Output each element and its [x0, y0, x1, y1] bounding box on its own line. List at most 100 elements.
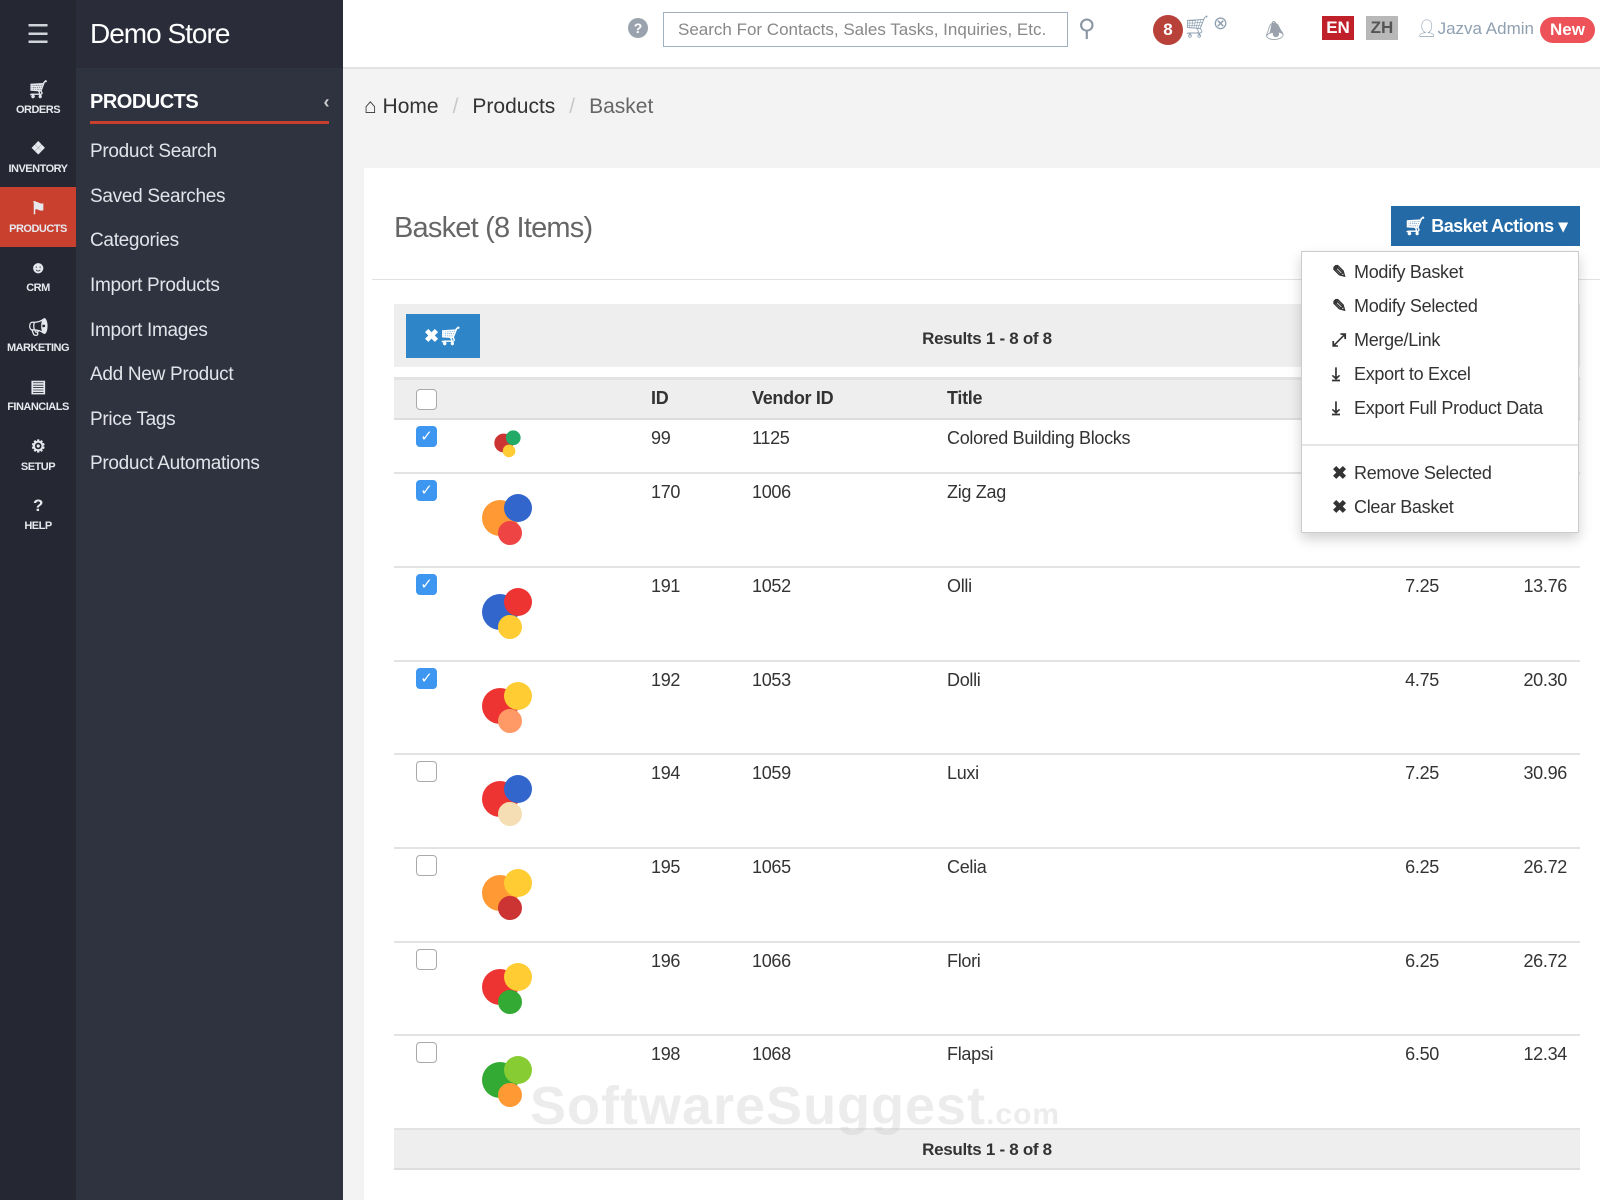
- cell-title[interactable]: Celia: [947, 857, 987, 877]
- table-row: ✓ 192 1053 Dolli 4.75 20.30: [394, 662, 1580, 755]
- rail-item-label: PRODUCTS: [9, 222, 67, 235]
- basket-count-badge[interactable]: 8: [1153, 15, 1183, 45]
- rail-item-label: CRM: [26, 282, 50, 295]
- user-menu[interactable]: 👤︎Jazva Admin: [1416, 19, 1534, 39]
- rail-item-crm[interactable]: ☻ CRM: [0, 247, 76, 307]
- rail-item-label: HELP: [24, 520, 52, 533]
- cell-title[interactable]: Luxi: [947, 763, 979, 783]
- column-vendor-id[interactable]: Vendor ID: [752, 388, 834, 408]
- menu-item-merge-link[interactable]: ⤢ Merge/Link: [1332, 330, 1440, 351]
- cell-title[interactable]: Zig Zag: [947, 482, 1006, 502]
- product-thumbnail[interactable]: [470, 572, 546, 648]
- lang-zh-button[interactable]: ZH: [1366, 16, 1398, 40]
- panel-header: PRODUCTS ‹: [90, 84, 329, 124]
- cell-id: 196: [651, 951, 681, 971]
- menu-item-label: Modify Basket: [1354, 262, 1464, 282]
- row-checkbox[interactable]: [416, 761, 437, 782]
- row-checkbox[interactable]: ✓: [416, 480, 437, 501]
- cell-price: 7.25: [1405, 576, 1439, 596]
- select-all-checkbox[interactable]: [416, 389, 437, 410]
- panel-item-product-search[interactable]: Product Search: [90, 141, 217, 163]
- cell-id: 192: [651, 670, 681, 690]
- row-checkbox[interactable]: ✓: [416, 426, 437, 447]
- bar-chart-icon: ▤: [30, 377, 46, 397]
- product-thumbnail[interactable]: [470, 947, 546, 1023]
- cell-title[interactable]: Olli: [947, 576, 972, 596]
- product-thumbnail[interactable]: [470, 422, 546, 462]
- row-checkbox[interactable]: [416, 1042, 437, 1063]
- results-footer: Results 1 - 8 of 8: [394, 1130, 1580, 1170]
- column-id[interactable]: ID: [651, 388, 669, 408]
- cell-vendor-id: 1125: [752, 428, 790, 448]
- rail-item-financials[interactable]: ▤ FINANCIALS: [0, 366, 76, 426]
- breadcrumb-separator: /: [452, 95, 459, 118]
- cell-id: 198: [651, 1044, 681, 1064]
- panel-item-product-automations[interactable]: Product Automations: [90, 453, 260, 475]
- breadcrumb-home[interactable]: ⌂ Home: [364, 95, 439, 119]
- cell-price-2: 13.76: [1523, 576, 1567, 596]
- basket-actions-button[interactable]: 🛒︎ Basket Actions ▾: [1391, 206, 1580, 246]
- rail-item-setup[interactable]: ⚙︎ SETUP: [0, 425, 76, 485]
- menu-item-clear-basket[interactable]: ✖ Clear Basket: [1332, 497, 1454, 518]
- cell-id: 170: [651, 482, 681, 502]
- rail-item-products[interactable]: ⚑ PRODUCTS: [0, 187, 76, 247]
- product-thumbnail[interactable]: [470, 1040, 546, 1116]
- new-badge[interactable]: New: [1540, 17, 1595, 43]
- cell-title[interactable]: Colored Building Blocks: [947, 428, 1131, 448]
- rail-item-marketing[interactable]: 📢︎ MARKETING: [0, 306, 76, 366]
- product-thumbnail[interactable]: [470, 478, 546, 554]
- cart-icon: 🛒︎: [27, 79, 49, 99]
- menu-item-remove-selected[interactable]: ✖ Remove Selected: [1332, 463, 1492, 484]
- rail-item-inventory[interactable]: ❖ INVENTORY: [0, 128, 76, 188]
- column-title[interactable]: Title: [947, 388, 983, 408]
- panel-item-saved-searches[interactable]: Saved Searches: [90, 185, 226, 207]
- rail-item-label: SETUP: [20, 460, 56, 473]
- cell-title[interactable]: Flapsi: [947, 1044, 994, 1064]
- rail-item-label: ORDERS: [15, 103, 61, 116]
- row-checkbox[interactable]: ✓: [416, 574, 437, 595]
- panel-item-import-products[interactable]: Import Products: [90, 275, 220, 297]
- times-cart-icon: ✖🛒︎: [424, 325, 462, 346]
- panel-item-categories[interactable]: Categories: [90, 230, 179, 252]
- menu-divider: [1302, 444, 1578, 446]
- bell-icon[interactable]: 🕭︎: [1265, 19, 1285, 44]
- watermark: SoftwareSuggest.com: [530, 1076, 1061, 1136]
- cell-title[interactable]: Dolli: [947, 670, 981, 690]
- table-row: ✓ 170 1006 Zig Zag: [394, 474, 1580, 568]
- caret-down-icon: ▾: [1558, 215, 1568, 236]
- download-icon: ⤓: [1332, 364, 1340, 384]
- products-panel: Demo Store PRODUCTS ‹ Product Search Saved…: [76, 0, 343, 1200]
- panel-item-import-images[interactable]: Import Images: [90, 319, 208, 341]
- menu-item-modify-basket[interactable]: ✎ Modify Basket: [1332, 262, 1463, 283]
- cell-price: 6.50: [1405, 1044, 1439, 1064]
- collapse-chevron-icon[interactable]: ‹: [323, 92, 330, 112]
- store-name: Demo Store: [76, 0, 343, 68]
- panel-item-add-new-product[interactable]: Add New Product: [90, 364, 234, 386]
- rail-item-help[interactable]: ? HELP: [0, 485, 76, 545]
- product-thumbnail[interactable]: [470, 853, 546, 929]
- table-row: 198 1068 Flapsi 6.50 12.34: [394, 1036, 1580, 1130]
- edit-icon: ✎: [1332, 262, 1347, 282]
- menu-item-modify-selected[interactable]: ✎ Modify Selected: [1332, 296, 1478, 317]
- cart-icon[interactable]: 🛒︎: [1183, 14, 1211, 39]
- row-checkbox[interactable]: [416, 855, 437, 876]
- remove-from-basket-button[interactable]: ✖🛒︎: [406, 314, 480, 358]
- lang-en-button[interactable]: EN: [1322, 16, 1354, 40]
- help-icon[interactable]: ?: [628, 18, 648, 38]
- product-thumbnail[interactable]: [470, 759, 546, 835]
- menu-item-export-full-product-data[interactable]: ⤓ Export Full Product Data: [1332, 398, 1543, 419]
- cell-price-2: 20.30: [1523, 670, 1567, 690]
- row-checkbox[interactable]: ✓: [416, 668, 437, 689]
- search-icon[interactable]: ⚲: [1078, 15, 1096, 42]
- product-thumbnail[interactable]: [470, 666, 546, 742]
- close-circle-icon[interactable]: ⊗: [1213, 13, 1229, 33]
- cell-title[interactable]: Flori: [947, 951, 981, 971]
- row-checkbox[interactable]: [416, 949, 437, 970]
- menu-item-export-to-excel[interactable]: ⤓ Export to Excel: [1332, 364, 1471, 385]
- search-input[interactable]: [663, 12, 1068, 47]
- rail-item-orders[interactable]: 🛒︎ ORDERS: [0, 68, 76, 128]
- hamburger-icon[interactable]: ☰: [26, 18, 50, 49]
- cell-vendor-id: 1068: [752, 1044, 791, 1064]
- breadcrumb-products[interactable]: Products: [472, 95, 556, 118]
- panel-item-price-tags[interactable]: Price Tags: [90, 408, 176, 430]
